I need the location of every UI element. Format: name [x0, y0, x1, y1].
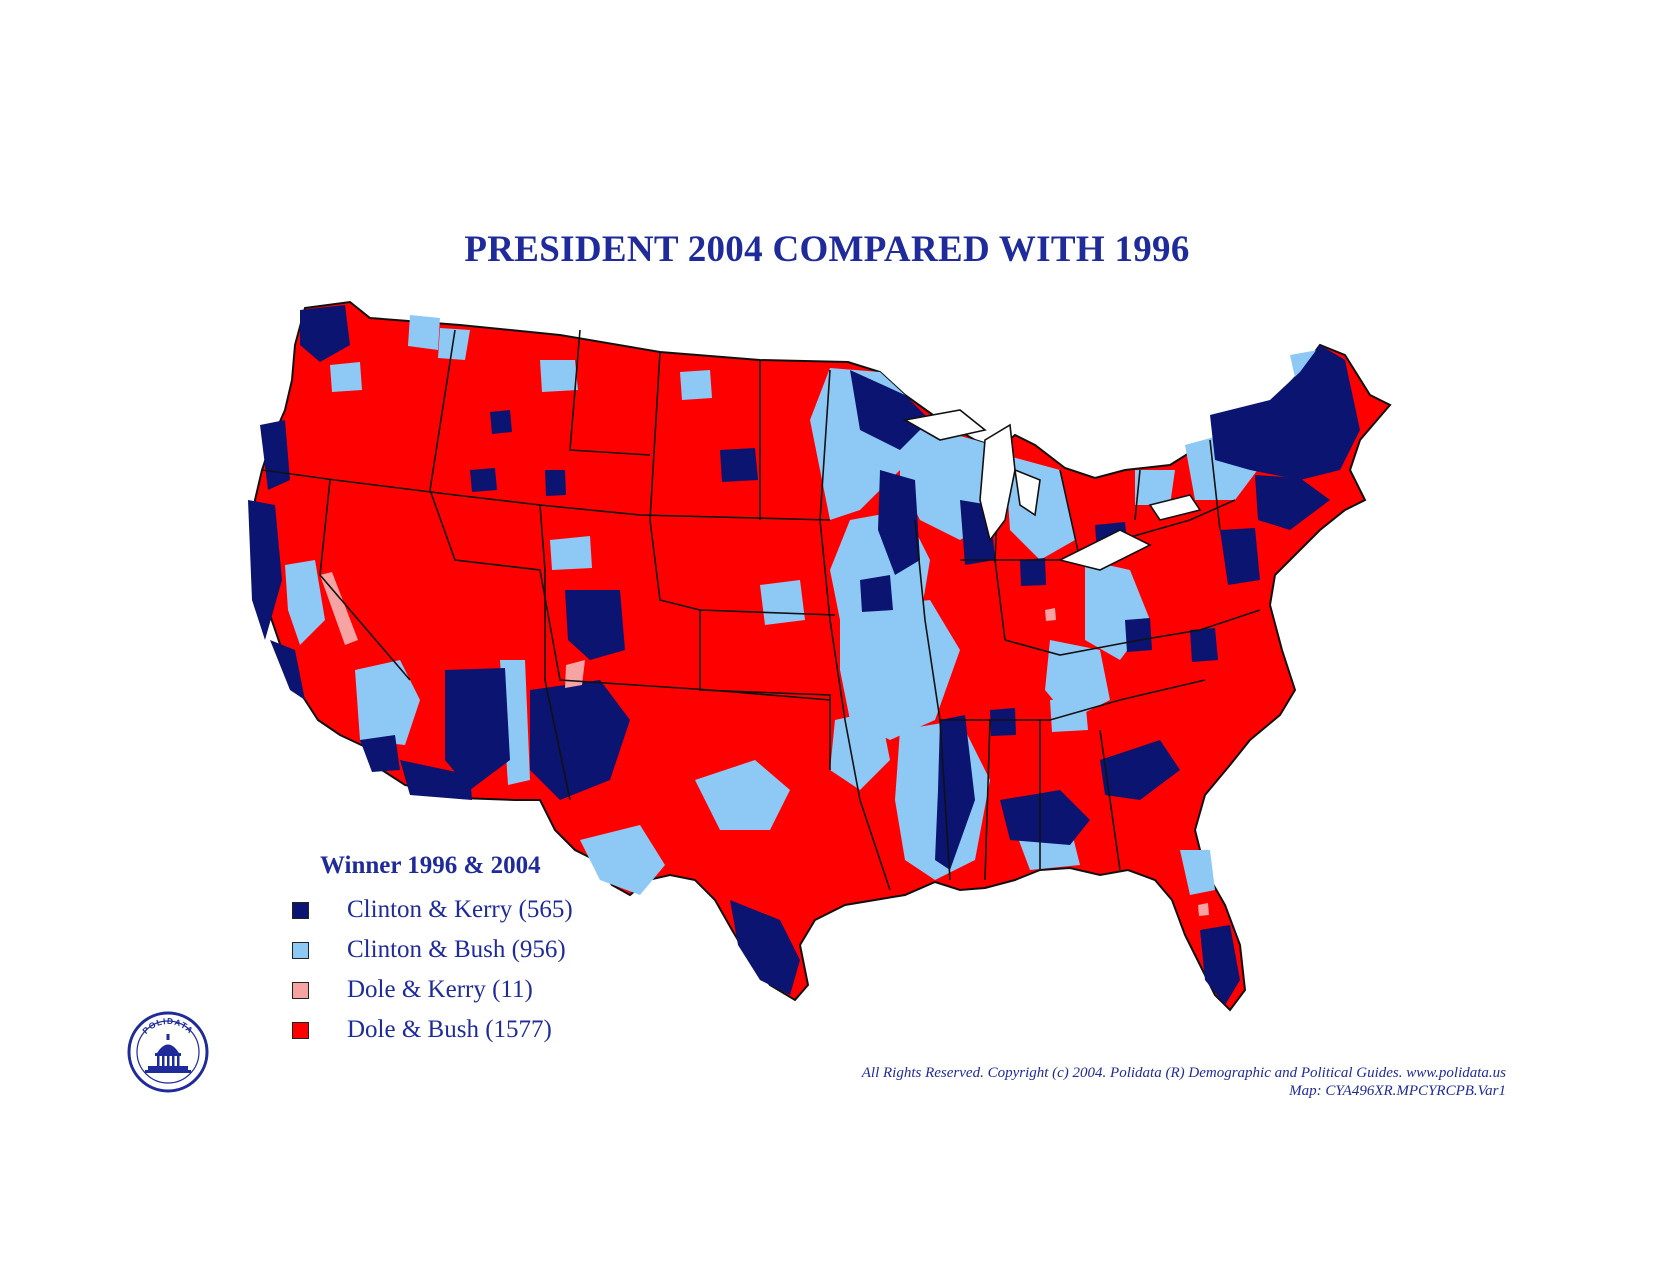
legend-item-clinton-bush: Clinton & Bush (956) — [292, 930, 573, 970]
legend-item-dole-kerry: Dole & Kerry (11) — [292, 970, 573, 1010]
legend-title: Winner 1996 & 2004 — [320, 852, 541, 879]
legend-item-clinton-kerry: Clinton & Kerry (565) — [292, 890, 573, 930]
capitol-dome-icon — [145, 1034, 191, 1073]
legend-label: Clinton & Bush (956) — [347, 936, 566, 963]
copyright-line: All Rights Reserved. Copyright (c) 2004.… — [861, 1065, 1506, 1081]
legend-swatch — [292, 981, 309, 999]
map-base-layer — [253, 300, 1392, 1012]
polidata-logo: POLIDATA — [127, 1011, 209, 1093]
state-borders — [261, 329, 1261, 891]
dark-blue-counties — [248, 305, 1360, 1005]
map-title: PRESIDENT 2004 COMPARED WITH 1996 — [464, 229, 1190, 270]
conus-outline — [253, 300, 1392, 1012]
legend-label: Dole & Bush (1577) — [347, 1016, 552, 1043]
legend-label: Clinton & Kerry (565) — [347, 896, 573, 923]
legend-swatch — [292, 941, 309, 959]
legend-swatch — [292, 901, 309, 919]
legend-item-dole-bush: Dole & Bush (1577) — [292, 1010, 573, 1050]
legend-swatch — [292, 1021, 309, 1039]
pink-counties — [320, 572, 1209, 916]
legend: Winner 1996 & 2004 Clinton & Kerry (565)… — [292, 852, 573, 1050]
legend-label: Dole & Kerry (11) — [347, 976, 533, 1003]
great-lakes — [902, 409, 1202, 571]
copyright-notice: All Rights Reserved. Copyright (c) 2004.… — [862, 1064, 1506, 1100]
map-id-line: Map: CYA496XR.MPCYRCPB.Var1 — [1289, 1083, 1506, 1099]
